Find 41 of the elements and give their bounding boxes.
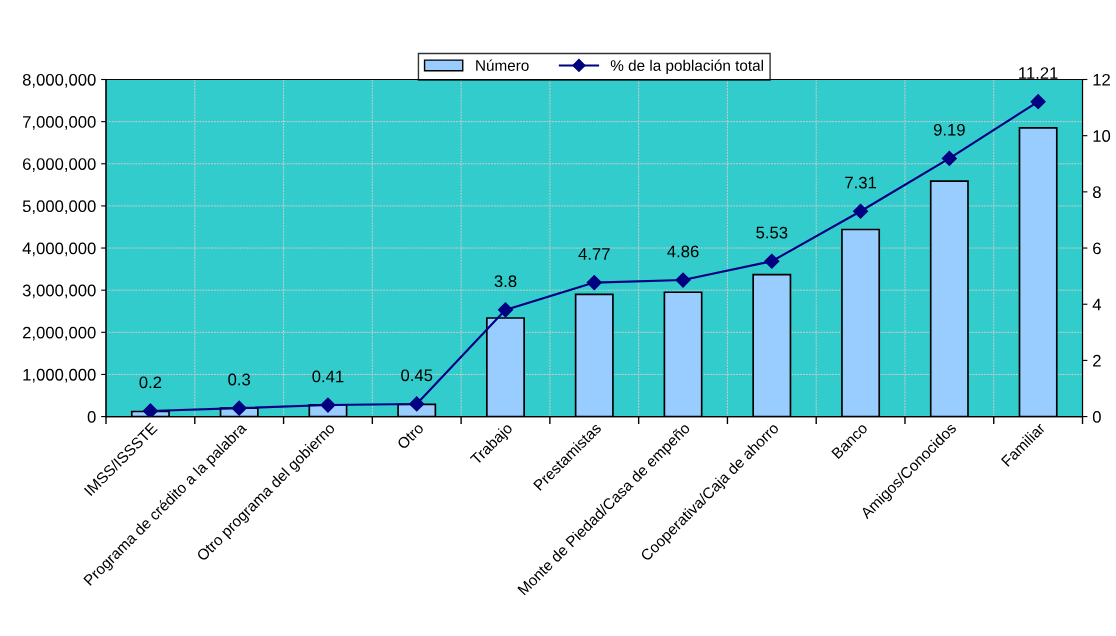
point [941,150,957,167]
data-label: 7.31 [845,176,876,189]
y2-tick-label: 6 [1093,242,1101,255]
x-tick-label: Otro [396,422,425,450]
data-label: 0.41 [312,370,344,383]
y-tick-label: 0 [87,410,96,423]
data-label: 9.19 [933,123,965,136]
y2-tick-label: 10 [1093,130,1111,142]
point [409,396,425,412]
y-tick-label: 4,000,000 [22,242,96,257]
y2-tick-label: 2 [1093,354,1101,367]
legend-label: % de la población total [610,59,763,74]
y-tick-label: 8,000,000 [22,73,96,88]
y2-tick-label: 0 [1092,410,1101,423]
point [586,275,602,291]
data-label: 0.3 [228,373,251,386]
y-tick-label: 6,000,000 [23,158,96,172]
data-label: 11.21 [1019,67,1058,79]
data-label: 4.77 [578,248,610,260]
data-label: 4.86 [667,245,699,258]
point [675,272,691,288]
point [764,253,780,269]
y-tick-label: 3,000,000 [22,284,96,299]
y-tick-label: 1,000,000 [23,368,96,383]
point [497,302,514,318]
data-label: 3.8 [494,275,517,288]
point [1030,94,1046,110]
y2-tick-label: 8 [1092,186,1101,199]
y-tick-label: 7,000,000 [23,116,96,130]
data-label: 5.53 [756,226,788,239]
data-label: 0.2 [139,376,162,389]
point [320,397,336,413]
point [231,400,247,416]
y2-tick-label: 4 [1092,298,1102,311]
point [853,203,869,219]
y-tick-label: 5,000,000 [22,200,96,215]
point [142,403,158,417]
data-label: 0.45 [401,369,433,382]
legend-label: Número [476,59,529,71]
y2-tick-label: 12 [1093,73,1110,86]
y-tick-label: 2,000,000 [23,326,96,341]
